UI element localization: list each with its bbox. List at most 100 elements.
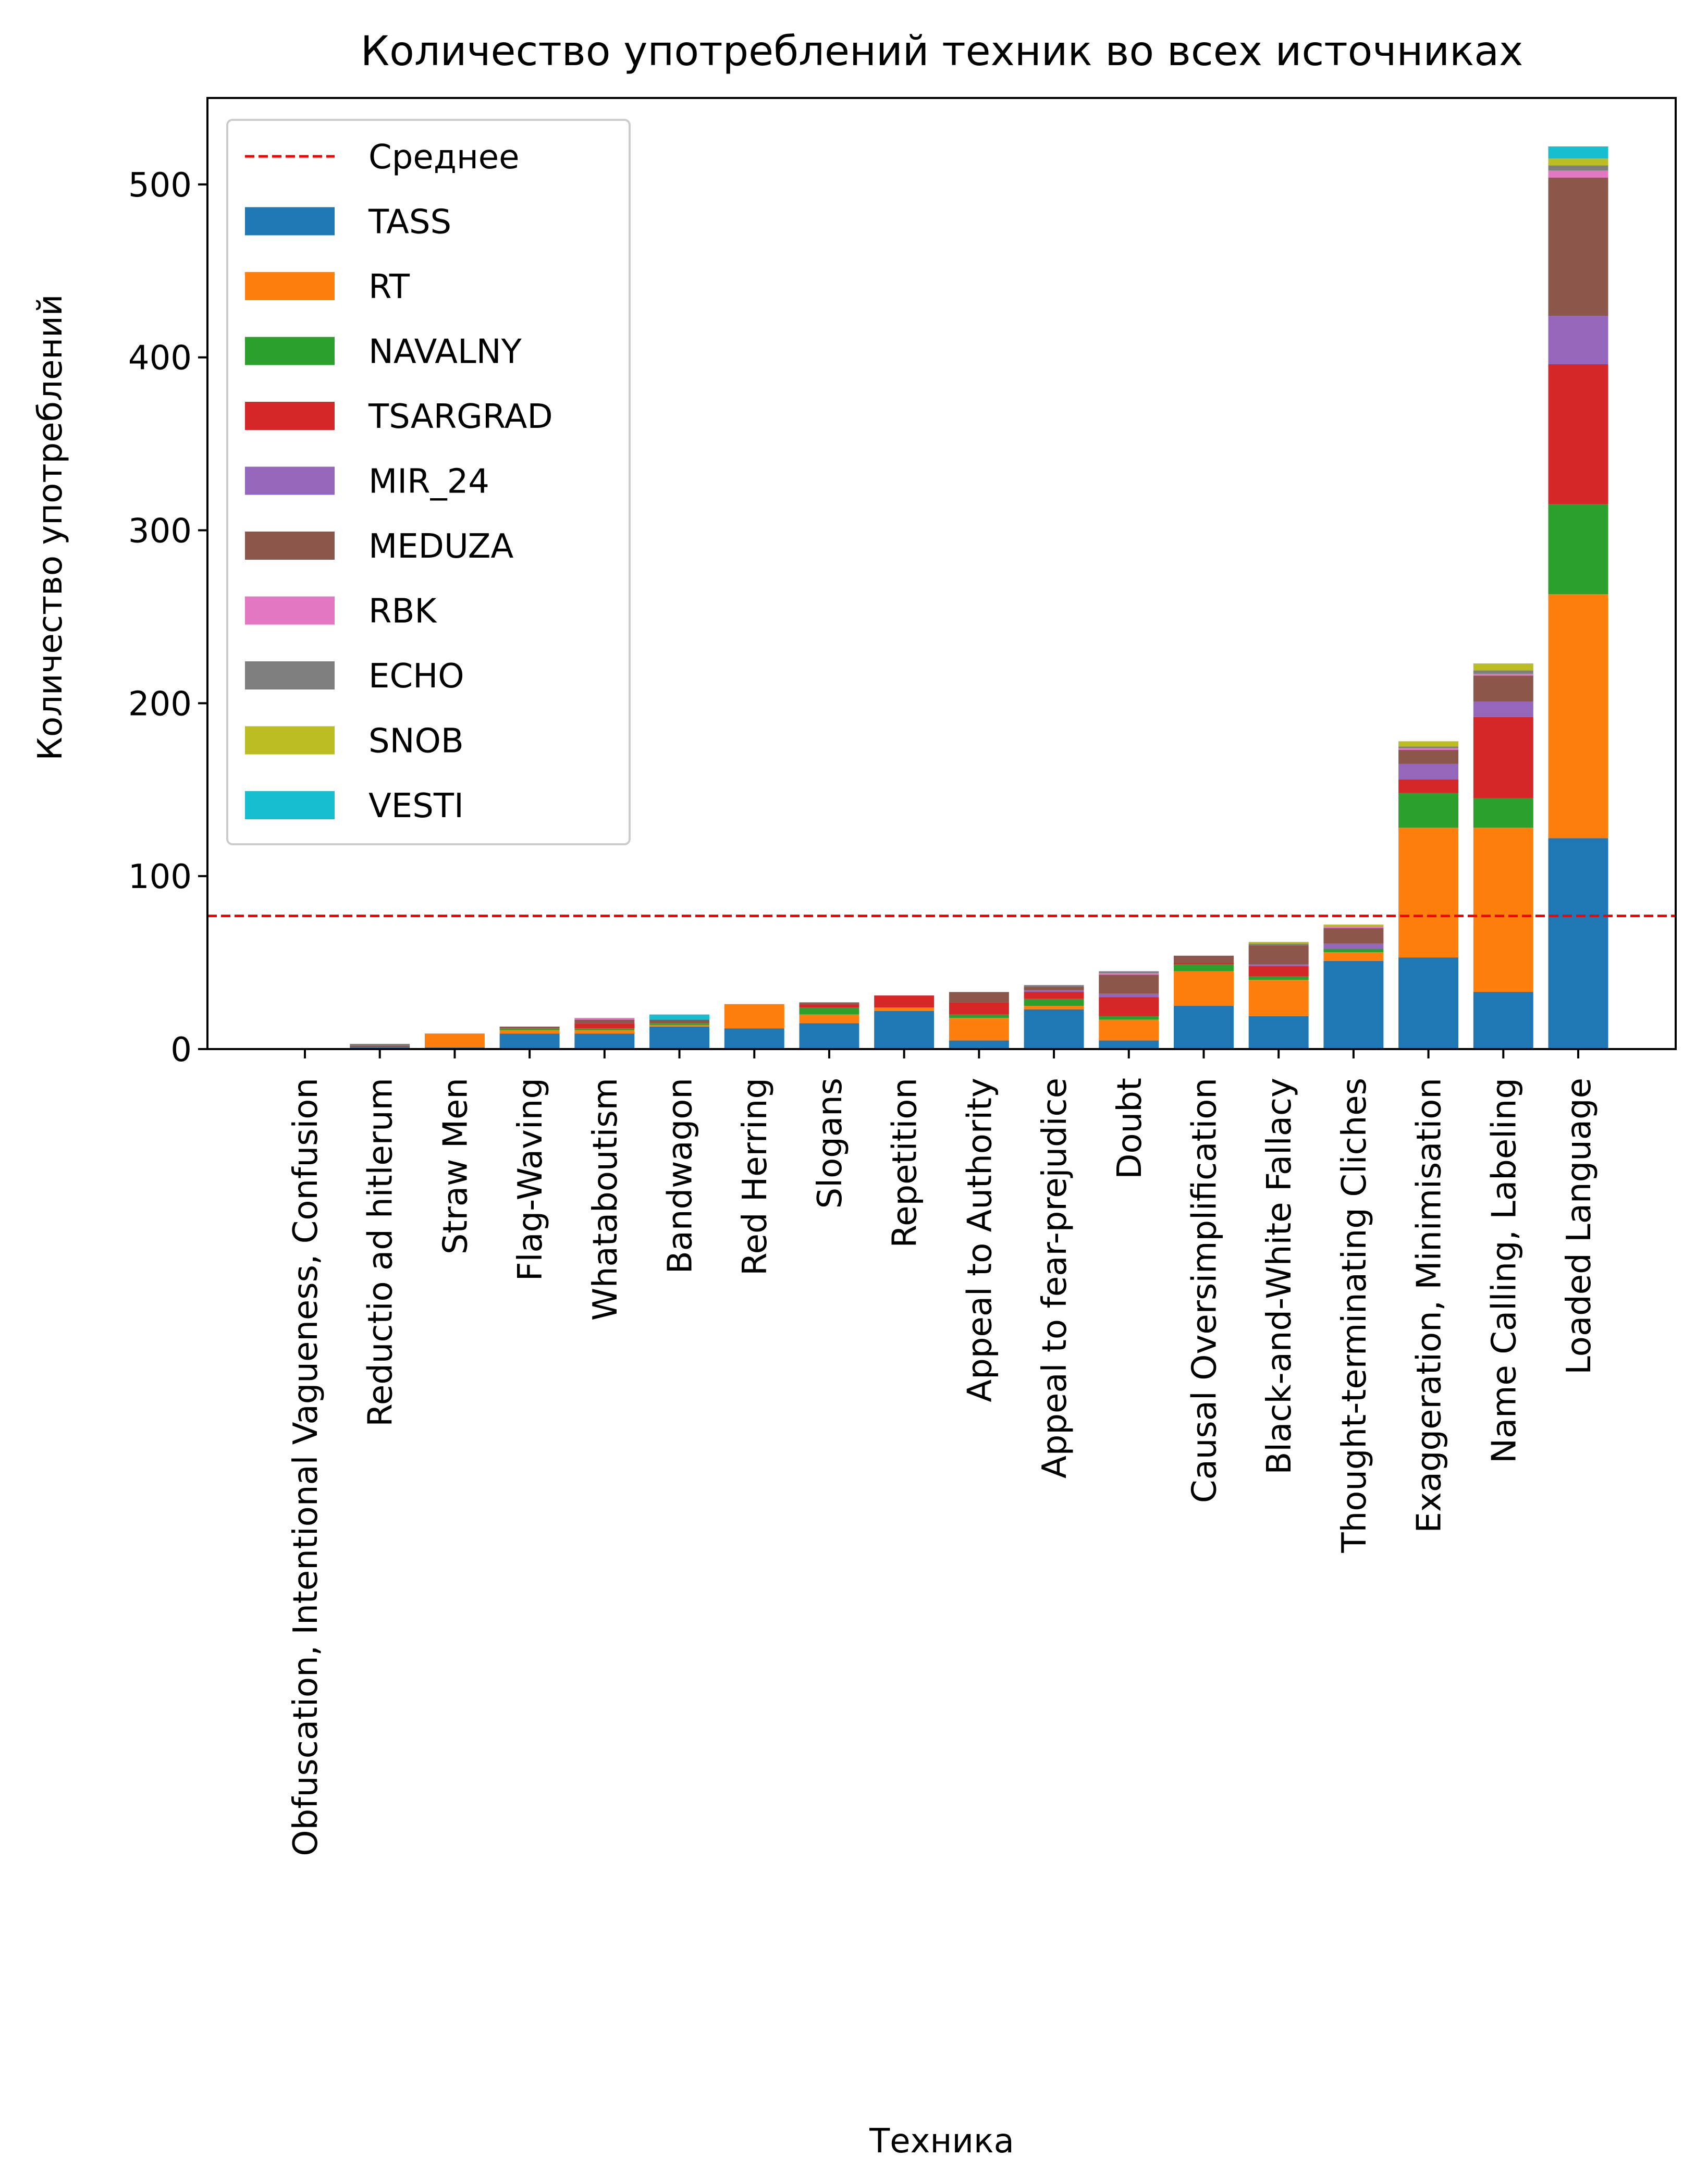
bar-rt-5: [649, 1025, 710, 1027]
x-axis-label: Техника: [869, 2122, 1014, 2161]
legend-swatch-rt: [245, 272, 335, 300]
legend-label-mir-24: MIR_24: [368, 463, 489, 501]
bar-tsargrad-4: [574, 1023, 635, 1029]
bar-meduza-3: [499, 1026, 560, 1029]
bar-rt-11: [1099, 1019, 1159, 1041]
bar-snob-13: [1248, 942, 1309, 944]
bar-navalny-13: [1248, 976, 1309, 980]
legend-swatch-vesti: [245, 791, 335, 819]
bar-snob-14: [1323, 925, 1384, 927]
bar-rt-3: [499, 1030, 560, 1034]
chart-title: Количество употреблений техник во всех и…: [361, 28, 1523, 75]
legend-swatch-snob: [245, 726, 335, 755]
bar-tsargrad-16: [1473, 717, 1533, 798]
bar-meduza-13: [1248, 945, 1309, 965]
bar-navalny-7: [799, 1007, 859, 1015]
y-tick-label: 200: [128, 685, 192, 723]
x-tick-label: Red Herring: [736, 1078, 775, 1276]
bar-tass-5: [649, 1026, 710, 1049]
bar-echo-10: [1024, 985, 1084, 987]
x-tick-label: Reductio ad hitlerum: [362, 1078, 400, 1427]
bar-meduza-16: [1473, 675, 1533, 702]
bar-tsargrad-7: [799, 1004, 859, 1008]
bar-rt-10: [1024, 1006, 1084, 1009]
bar-rbk-4: [574, 1018, 635, 1020]
bar-echo-17: [1548, 165, 1608, 171]
bar-rt-17: [1548, 594, 1608, 839]
y-axis: 0 100 200 300 400 500: [128, 166, 207, 1069]
legend: Среднее TASS RT NAVALNY TSARGRAD MIR_24 MEDUZA…: [226, 119, 631, 845]
legend-swatch-mir-24: [245, 466, 335, 495]
bar-meduza-11: [1099, 975, 1159, 994]
legend-label-tass: TASS: [368, 203, 451, 242]
bar-rt-8: [874, 1007, 935, 1011]
bar-tass-11: [1099, 1040, 1159, 1049]
bar-meduza-9: [949, 992, 1009, 1003]
bar-echo-11: [1099, 971, 1159, 973]
bar-tass-7: [799, 1023, 859, 1049]
bar-tsargrad-15: [1398, 779, 1459, 793]
x-tick-label: Loaded Language: [1560, 1078, 1599, 1375]
bar-snob-15: [1398, 741, 1459, 747]
x-tick-label: Name Calling, Labeling: [1485, 1078, 1523, 1463]
bar-rbk-17: [1548, 170, 1608, 178]
x-tick-label: Appeal to Authority: [961, 1078, 999, 1402]
bar-tass-17: [1548, 838, 1608, 1049]
y-tick-label: 500: [128, 166, 192, 205]
bar-meduza-17: [1548, 177, 1608, 316]
y-axis-label: Количество употреблений: [31, 294, 70, 761]
bar-navalny-10: [1024, 999, 1084, 1006]
bar-navalny-5: [649, 1023, 710, 1025]
bar-echo-16: [1473, 670, 1533, 674]
bar-rt-2: [424, 1033, 485, 1048]
bar-snob-16: [1473, 663, 1533, 671]
bar-rt-14: [1323, 952, 1384, 961]
legend-swatch-tsargrad: [245, 402, 335, 430]
x-tick-label: Bandwagon: [661, 1078, 700, 1274]
bar-rt-9: [949, 1018, 1009, 1041]
x-tick-label: Doubt: [1111, 1078, 1149, 1179]
bar-mir-24-13: [1248, 964, 1309, 966]
legend-label-vesti: VESTI: [368, 787, 464, 825]
bar-meduza-15: [1398, 749, 1459, 764]
bar-navalny-17: [1548, 504, 1608, 595]
bar-tsargrad-12: [1173, 963, 1234, 965]
bar-rbk-16: [1473, 673, 1533, 676]
bar-meduza-7: [799, 1002, 859, 1004]
legend-label-snob: SNOB: [368, 722, 464, 761]
bar-mir-24-11: [1099, 993, 1159, 997]
bar-tass-9: [949, 1040, 1009, 1049]
bar-rt-13: [1248, 980, 1309, 1016]
bar-tass-15: [1398, 957, 1459, 1049]
bar-vesti-17: [1548, 146, 1608, 159]
x-tick-label: Exaggeration, Minimisation: [1410, 1078, 1449, 1533]
bar-tass-12: [1173, 1006, 1234, 1049]
bar-meduza-1: [350, 1045, 410, 1048]
bar-mir-24-10: [1024, 990, 1084, 992]
bar-tass-10: [1024, 1009, 1084, 1049]
bar-navalny-9: [949, 1014, 1009, 1018]
x-tick-label: Causal Oversimplification: [1185, 1078, 1224, 1503]
bar-rt-16: [1473, 828, 1533, 992]
plot-frame: [206, 97, 1677, 1050]
bar-rt-15: [1398, 828, 1459, 958]
y-tick-label: 0: [170, 1031, 192, 1069]
bar-meduza-14: [1323, 928, 1384, 944]
bar-rt-12: [1173, 971, 1234, 1006]
bar-tsargrad-11: [1099, 997, 1159, 1016]
bar-rt-4: [574, 1030, 635, 1034]
bar-rbk-14: [1323, 926, 1384, 928]
bar-navalny-15: [1398, 793, 1459, 828]
bar-meduza-4: [574, 1019, 635, 1024]
x-tick-label: Straw Men: [436, 1078, 475, 1254]
bar-navalny-11: [1099, 1016, 1159, 1020]
bar-tass-14: [1323, 960, 1384, 1049]
bar-mir-24-15: [1398, 763, 1459, 780]
bar-tsargrad-8: [874, 995, 935, 1008]
bar-tass-13: [1248, 1016, 1309, 1049]
bar-navalny-16: [1473, 798, 1533, 828]
bar-navalny-3: [499, 1028, 560, 1030]
y-tick-label: 400: [128, 339, 192, 378]
y-tick-label: 300: [128, 512, 192, 551]
